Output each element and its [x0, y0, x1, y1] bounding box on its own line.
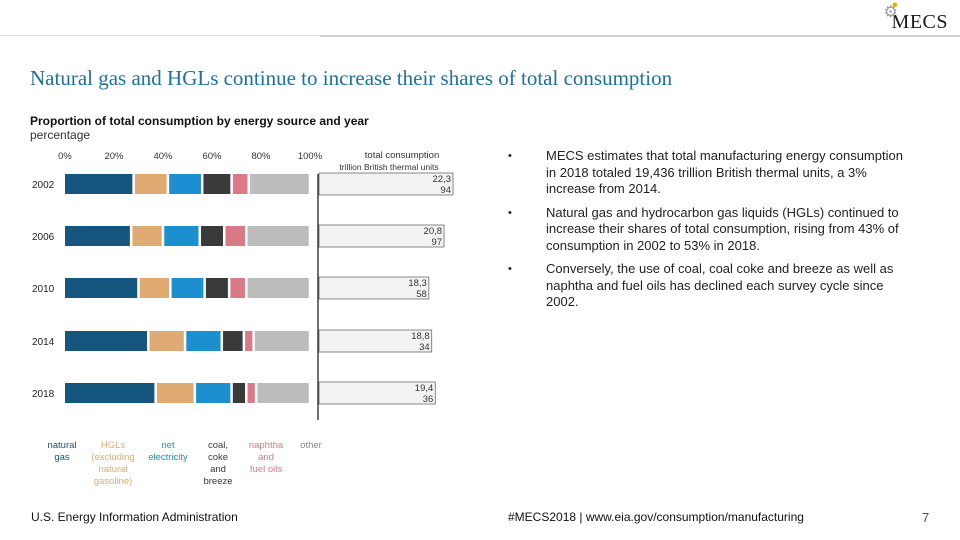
legend-label: other [300, 440, 322, 451]
bar-segment [196, 383, 231, 403]
total-consumption-label: 94 [440, 185, 451, 196]
total-consumption-bar [318, 172, 454, 196]
bar-segment [232, 174, 248, 194]
bar-segment [247, 226, 309, 246]
header-rule-right [320, 35, 960, 37]
legend-label: gasoline) [94, 476, 133, 487]
bullet-text: MECS estimates that total manufacturing … [546, 148, 903, 196]
bullet-icon: • [508, 150, 512, 162]
x-tick-label: 100% [298, 151, 323, 162]
bar-segment [247, 383, 255, 403]
x-tick-label: 60% [202, 151, 222, 162]
bullet-text: Conversely, the use of coal, coal coke a… [546, 261, 894, 309]
bar-segment [65, 226, 130, 246]
stacked-bar-chart: 0% 20% 40% 60% 80% 100% total consumptiontrill… [32, 150, 454, 487]
logo-text: MECS [891, 11, 948, 33]
category-label: 2014 [32, 337, 55, 348]
bar-segment [164, 226, 199, 246]
legend-label: natural [98, 464, 127, 475]
bullet-text: Natural gas and hydrocarbon gas liquids … [546, 204, 899, 253]
legend-label: (excluding [91, 452, 134, 463]
bullet-list: • MECS estimates that total manufacturing… [508, 148, 903, 318]
bar-segment [65, 278, 138, 298]
legend-label: breeze [203, 476, 232, 487]
total-consumption-bar [318, 224, 445, 248]
category-label: 2018 [32, 389, 55, 400]
category-label: 2002 [32, 180, 55, 191]
bar-segment [254, 331, 309, 351]
legend-label: HGLs [101, 440, 126, 451]
bar-segment [156, 383, 194, 403]
bullet-icon: • [508, 206, 512, 219]
bar-segment [171, 278, 204, 298]
bar-segment [225, 226, 246, 246]
total-consumption-bar [318, 276, 430, 300]
bullet-item: • MECS estimates that total manufacturing… [508, 148, 903, 198]
page-number: 7 [922, 510, 930, 525]
bar-segment [250, 174, 309, 194]
bar-segment [65, 383, 155, 403]
legend-label: gas [54, 452, 70, 463]
bar-segment [203, 174, 231, 194]
bar-segment [205, 278, 228, 298]
bullet-icon: • [508, 263, 512, 275]
total-consumption-label: 19,4 [415, 383, 434, 394]
bar-segment [186, 331, 221, 351]
gear-icon: ⚙ [883, 4, 898, 21]
total-consumption-label: 18,8 [411, 331, 430, 342]
sun-icon: ● [891, 0, 899, 11]
bar-segment [149, 331, 184, 351]
x-tick-label: 20% [104, 151, 124, 162]
bullet-item: • Conversely, the use of coal, coal coke … [508, 261, 903, 311]
bar-segment [247, 278, 309, 298]
header-rule-left [0, 35, 320, 36]
footer-hashtag-link[interactable]: #MECS2018 | www.eia.gov/consumption/manu… [508, 510, 804, 524]
category-label: 2006 [32, 232, 55, 243]
total-consumption-label: 20,8 [424, 226, 443, 237]
chart-subtitle: percentage [30, 128, 91, 142]
total-consumption-label: 58 [416, 289, 427, 300]
bar-segment [65, 331, 148, 351]
legend-label: net [161, 440, 175, 451]
legend-label: coal, [208, 440, 228, 451]
legend-label: coke [208, 452, 228, 463]
mecs-logo: ⚙ ● MECS [884, 0, 948, 34]
x-tick-label: 0% [58, 151, 72, 162]
total-consumption-label: 36 [423, 394, 434, 405]
chart-title: Proportion of total consumption by energ… [30, 114, 369, 128]
total-consumption-label: 97 [431, 237, 442, 248]
bar-segment [223, 331, 243, 351]
total-consumption-label: 34 [419, 342, 430, 353]
legend-label: and [258, 452, 274, 463]
bar-segment [232, 383, 246, 403]
bar-segment [245, 331, 253, 351]
bar-segment [230, 278, 246, 298]
bullet-item: • Natural gas and hydrocarbon gas liquids… [508, 205, 903, 255]
bar-segment [132, 226, 162, 246]
total-consumption-bar [318, 329, 433, 353]
bar-segment [169, 174, 201, 194]
total-consumption-bar [318, 381, 436, 405]
total-consumption-label: 18,3 [408, 278, 427, 289]
legend-label: fuel oils [250, 464, 282, 475]
total-consumption-label: 22,3 [433, 174, 452, 185]
slide-title: Natural gas and HGLs continue to increas… [30, 66, 673, 90]
total-consumption-header: total consumption [365, 150, 439, 161]
bar-segment [201, 226, 223, 246]
category-label: 2010 [32, 284, 55, 295]
x-tick-label: 80% [251, 151, 271, 162]
bar-segment [257, 383, 309, 403]
legend-label: naphtha [249, 440, 284, 451]
total-consumption-unit: trillion British thermal units [339, 162, 438, 172]
legend-label: electricity [148, 452, 188, 463]
bar-segment [139, 278, 170, 298]
legend-label: and [210, 464, 226, 475]
legend-label: natural [47, 440, 76, 451]
x-tick-label: 40% [153, 151, 173, 162]
bar-segment [134, 174, 167, 194]
footer-source: U.S. Energy Information Administration [31, 510, 238, 524]
bar-segment [65, 174, 133, 194]
